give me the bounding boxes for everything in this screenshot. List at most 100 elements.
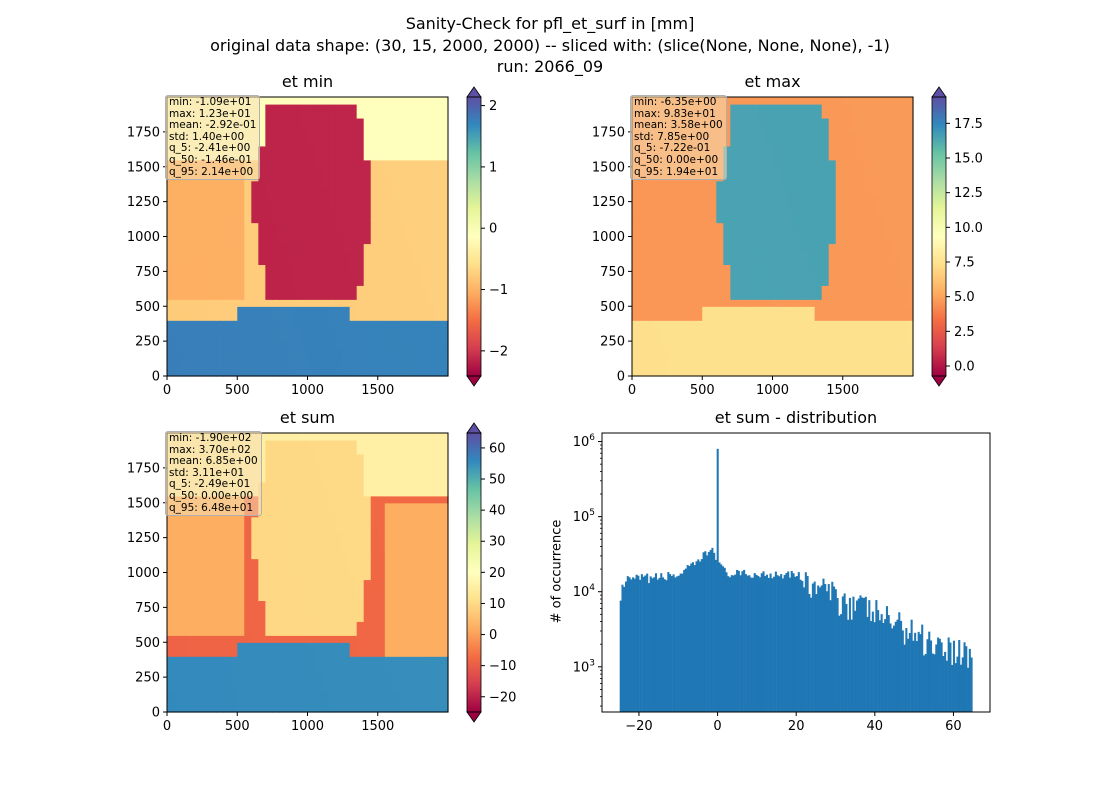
heatmap-cell: [370, 705, 379, 713]
heatmap-cell: [307, 152, 316, 161]
heatmap-cell: [384, 481, 393, 490]
heatmap-cell: [167, 663, 175, 671]
heatmap-cell: [272, 439, 280, 448]
heatmap-cell: [639, 250, 647, 259]
heatmap-cell: [370, 558, 379, 567]
heatmap-cell: [335, 299, 344, 307]
heatmap-cell: [440, 481, 449, 490]
heatmap-cell: [230, 271, 238, 279]
heatmap-cell: [433, 551, 442, 560]
heatmap-cell: [265, 544, 273, 553]
heatmap-cell: [300, 551, 309, 560]
heatmap-cell: [440, 433, 449, 441]
heatmap-cell: [391, 145, 400, 154]
heatmap-cell: [433, 355, 442, 363]
heatmap-cell: [244, 572, 252, 581]
heatmap-cell: [419, 110, 428, 119]
heatmap-cell: [328, 138, 337, 147]
heatmap-cell: [765, 264, 774, 272]
heatmap-cell: [653, 299, 661, 307]
heatmap-cell: [377, 614, 386, 622]
heatmap-cell: [440, 649, 449, 657]
heatmap-cell: [674, 348, 682, 356]
heatmap-cell: [293, 481, 302, 490]
heatmap-cell: [695, 271, 703, 279]
heatmap-cell: [807, 285, 816, 293]
heatmap-cell: [314, 215, 323, 224]
heatmap-cell: [167, 516, 175, 525]
heatmap-cell: [870, 271, 879, 279]
heatmap-cell: [167, 600, 175, 608]
heatmap-cell: [230, 320, 238, 328]
heatmap-cell: [440, 320, 449, 328]
heatmap-cell: [828, 159, 837, 168]
heatmap-cell: [821, 327, 830, 335]
heatmap-cell: [167, 572, 175, 581]
heatmap-cell: [639, 299, 647, 307]
heatmap-cell: [405, 509, 414, 518]
heatmap-cell: [433, 348, 442, 356]
heatmap-cell: [412, 516, 421, 525]
heatmap-cell: [674, 250, 682, 259]
heatmap-cell: [272, 698, 280, 706]
heatmap-cell: [695, 355, 703, 363]
heatmap-cell: [328, 691, 337, 699]
heatmap-cell: [419, 103, 428, 112]
heatmap-cell: [272, 285, 280, 293]
heatmap-cell: [821, 166, 830, 175]
heatmap-cell: [356, 495, 365, 504]
heatmap-cell: [863, 355, 872, 363]
heatmap-cell: [230, 621, 238, 629]
heatmap-cell: [258, 334, 266, 342]
heatmap-cell: [314, 173, 323, 182]
heatmap-cell: [300, 684, 309, 692]
heatmap-cell: [223, 523, 231, 532]
heatmap-cell: [293, 285, 302, 293]
heatmap-cell: [716, 222, 724, 231]
heatmap-cell: [265, 341, 273, 349]
heatmap-cell: [370, 348, 379, 356]
heatmap-cell: [328, 348, 337, 356]
heatmap-cell: [398, 124, 407, 133]
heatmap-cell: [251, 215, 259, 224]
heatmap-cell: [181, 565, 189, 574]
heatmap-cell: [898, 306, 907, 314]
heatmap-cell: [842, 103, 851, 112]
heatmap-cell: [426, 278, 435, 286]
heatmap-cell: [744, 124, 753, 133]
heatmap-cell: [174, 523, 182, 532]
heatmap-cell: [384, 222, 393, 231]
heatmap-cell: [265, 502, 273, 511]
heatmap-cell: [349, 530, 358, 539]
heatmap-cell: [821, 159, 830, 168]
heatmap-cell: [702, 292, 710, 300]
heatmap-cell: [328, 586, 337, 595]
heatmap-cell: [842, 187, 851, 196]
heatmap-cell: [328, 166, 337, 175]
heatmap-cell: [730, 243, 738, 252]
heatmap-cell: [695, 278, 703, 286]
heatmap-cell: [391, 516, 400, 525]
heatmap-cell: [181, 243, 189, 252]
heatmap-cell: [230, 208, 238, 217]
heatmap-cell: [342, 201, 351, 210]
heatmap-cell: [314, 145, 323, 154]
heatmap-cell: [391, 117, 400, 126]
heatmap-cell: [653, 187, 661, 196]
heatmap-cell: [702, 271, 710, 279]
heatmap-cell: [342, 572, 351, 581]
heatmap-cell: [688, 369, 696, 377]
heatmap-cell: [398, 495, 407, 504]
heatmap-cell: [835, 271, 844, 279]
heatmap-cell: [307, 103, 316, 112]
heatmap-cell: [709, 257, 717, 265]
heatmap-cell: [412, 635, 421, 643]
heatmap-cell: [779, 257, 788, 265]
heatmap-cell: [293, 278, 302, 286]
heatmap-cell: [314, 257, 323, 265]
heatmap-cell: [307, 663, 316, 671]
heatmap-cell: [751, 117, 760, 126]
heatmap-cell: [342, 243, 351, 252]
heatmap-cell: [370, 334, 379, 342]
heatmap-cell: [223, 614, 231, 622]
